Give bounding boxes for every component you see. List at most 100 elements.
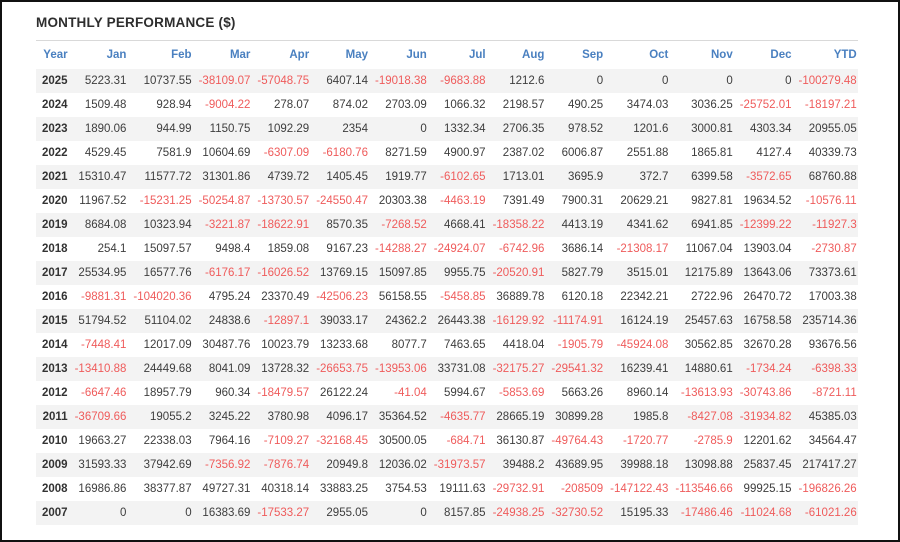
value-cell: 51104.02 (144, 315, 192, 327)
year-cell: 2009 (42, 459, 68, 471)
column-header-jun: Jun (406, 49, 427, 61)
value-cell: 4303.34 (749, 123, 792, 135)
value-cell: -11174.91 (553, 315, 604, 327)
column-header-ytd: YTD (833, 49, 857, 61)
value-cell: 2551.88 (626, 147, 669, 159)
value-cell: 1865.81 (691, 147, 733, 159)
value-cell: -2730.87 (811, 243, 857, 255)
value-cell: 36889.78 (496, 291, 545, 303)
value-cell: 25837.45 (743, 459, 792, 471)
value-cell: 26470.72 (743, 291, 792, 303)
table-row: 2010 19663.27 22338.03 7964.16 -7109.27 -3216… (36, 429, 858, 453)
value-cell: -12897.1 (263, 315, 310, 327)
value-cell: 8960.14 (626, 387, 669, 399)
value-cell: 39488.2 (502, 459, 545, 471)
value-cell: 25534.95 (78, 267, 127, 279)
value-cell: 3780.98 (267, 411, 310, 423)
value-cell: -29541.32 (551, 363, 604, 375)
value-cell: -104020.36 (133, 291, 192, 303)
value-cell: -208509 (560, 483, 604, 495)
column-header-nov: Nov (710, 49, 733, 61)
value-cell: -11927.3 (812, 219, 857, 231)
value-cell: 19055.2 (150, 411, 192, 423)
table-row: 2008 16986.86 38377.87 49727.31 40318.14 3388… (36, 477, 858, 501)
value-cell: 8041.09 (208, 363, 251, 375)
value-cell: 3515.01 (626, 267, 669, 279)
value-cell: -147122.43 (610, 483, 669, 495)
value-cell: 39033.17 (320, 315, 368, 327)
value-cell: -17486.46 (680, 507, 733, 519)
value-cell: -1720.77 (622, 435, 669, 447)
value-cell: 3686.14 (561, 243, 604, 255)
value-cell: -42506.23 (316, 291, 368, 303)
value-cell: 7581.9 (156, 147, 192, 159)
value-cell: 1405.45 (326, 171, 368, 183)
table-header-row: Year Jan Feb Mar Apr May Jun Jul Aug Sep Oct Nov Dec… (36, 41, 858, 69)
year-cell: 2014 (42, 339, 68, 351)
value-cell: -6307.09 (263, 147, 310, 159)
value-cell: -13730.57 (257, 195, 310, 207)
value-cell: 6407.14 (326, 75, 368, 87)
value-cell: -36709.66 (74, 411, 127, 423)
value-cell: 93676.56 (808, 339, 857, 351)
value-cell: 16577.76 (143, 267, 192, 279)
value-cell: -10576.11 (805, 195, 857, 207)
value-cell: 1713.01 (502, 171, 545, 183)
value-cell: -6180.76 (322, 147, 368, 159)
value-cell: -20520.91 (492, 267, 545, 279)
value-cell: 10323.94 (143, 219, 192, 231)
value-cell: 8271.59 (385, 147, 427, 159)
value-cell: 2722.96 (691, 291, 733, 303)
value-cell: 978.52 (567, 123, 604, 135)
value-cell: 4739.72 (267, 171, 310, 183)
value-cell: 38377.87 (143, 483, 192, 495)
value-cell: -1905.79 (557, 339, 604, 351)
value-cell: 3754.53 (385, 483, 427, 495)
value-cell: 4413.19 (561, 219, 604, 231)
value-cell: 20629.21 (620, 195, 669, 207)
value-cell: 10737.55 (143, 75, 192, 87)
value-cell: 22342.21 (620, 291, 669, 303)
year-cell: 2021 (42, 171, 68, 183)
value-cell: -16026.52 (257, 267, 310, 279)
value-cell: 51794.52 (78, 315, 127, 327)
value-cell: 16986.86 (78, 483, 127, 495)
value-cell: -3221.87 (204, 219, 251, 231)
value-cell: 4341.62 (626, 219, 669, 231)
value-cell: 6006.87 (561, 147, 604, 159)
table-row: 2011 -36709.66 19055.2 3245.22 3780.98 4096.1… (36, 405, 858, 429)
column-header-jul: Jul (468, 49, 486, 61)
value-cell: -31934.82 (739, 411, 792, 423)
value-cell: 17003.38 (808, 291, 857, 303)
value-cell: 944.99 (156, 123, 192, 135)
value-cell: 3245.22 (208, 411, 251, 423)
value-cell: 13098.88 (684, 459, 733, 471)
value-cell: 8684.08 (84, 219, 127, 231)
value-cell: 1212.6 (509, 75, 545, 87)
table-row: 2018 254.1 15097.57 9498.4 1859.08 9167.23 -14… (36, 237, 858, 261)
value-cell: 26122.24 (320, 387, 368, 399)
value-cell: 56158.55 (378, 291, 427, 303)
table-row: 2009 31593.33 37942.69 -7356.92 -7876.74 2094… (36, 453, 858, 477)
value-cell: 10023.79 (261, 339, 310, 351)
value-cell: 16124.19 (620, 315, 669, 327)
value-cell: 1919.77 (385, 171, 427, 183)
column-header-year: Year (43, 49, 68, 61)
value-cell: 8077.7 (391, 339, 427, 351)
table-row: 2019 8684.08 10323.94 -3221.87 -18622.91 8570… (36, 213, 858, 237)
value-cell: 6120.18 (561, 291, 604, 303)
value-cell: -19018.38 (374, 75, 427, 87)
value-cell: 30562.85 (684, 339, 733, 351)
table-row: 2012 -6647.46 18957.79 960.34 -18479.57 26122… (36, 381, 858, 405)
value-cell: 36130.87 (496, 435, 545, 447)
value-cell: 68760.88 (808, 171, 857, 183)
value-cell: 23370.49 (261, 291, 310, 303)
table-row: 2021 15310.47 11577.72 31301.86 4739.72 1405.… (36, 165, 858, 189)
table-row: 2013 -13410.88 24449.68 8041.09 13728.32 -266… (36, 357, 858, 381)
year-cell: 2013 (42, 363, 68, 375)
value-cell: 22338.03 (143, 435, 192, 447)
value-cell: 33883.25 (320, 483, 368, 495)
value-cell: -14288.27 (374, 243, 427, 255)
value-cell: -18358.22 (492, 219, 545, 231)
